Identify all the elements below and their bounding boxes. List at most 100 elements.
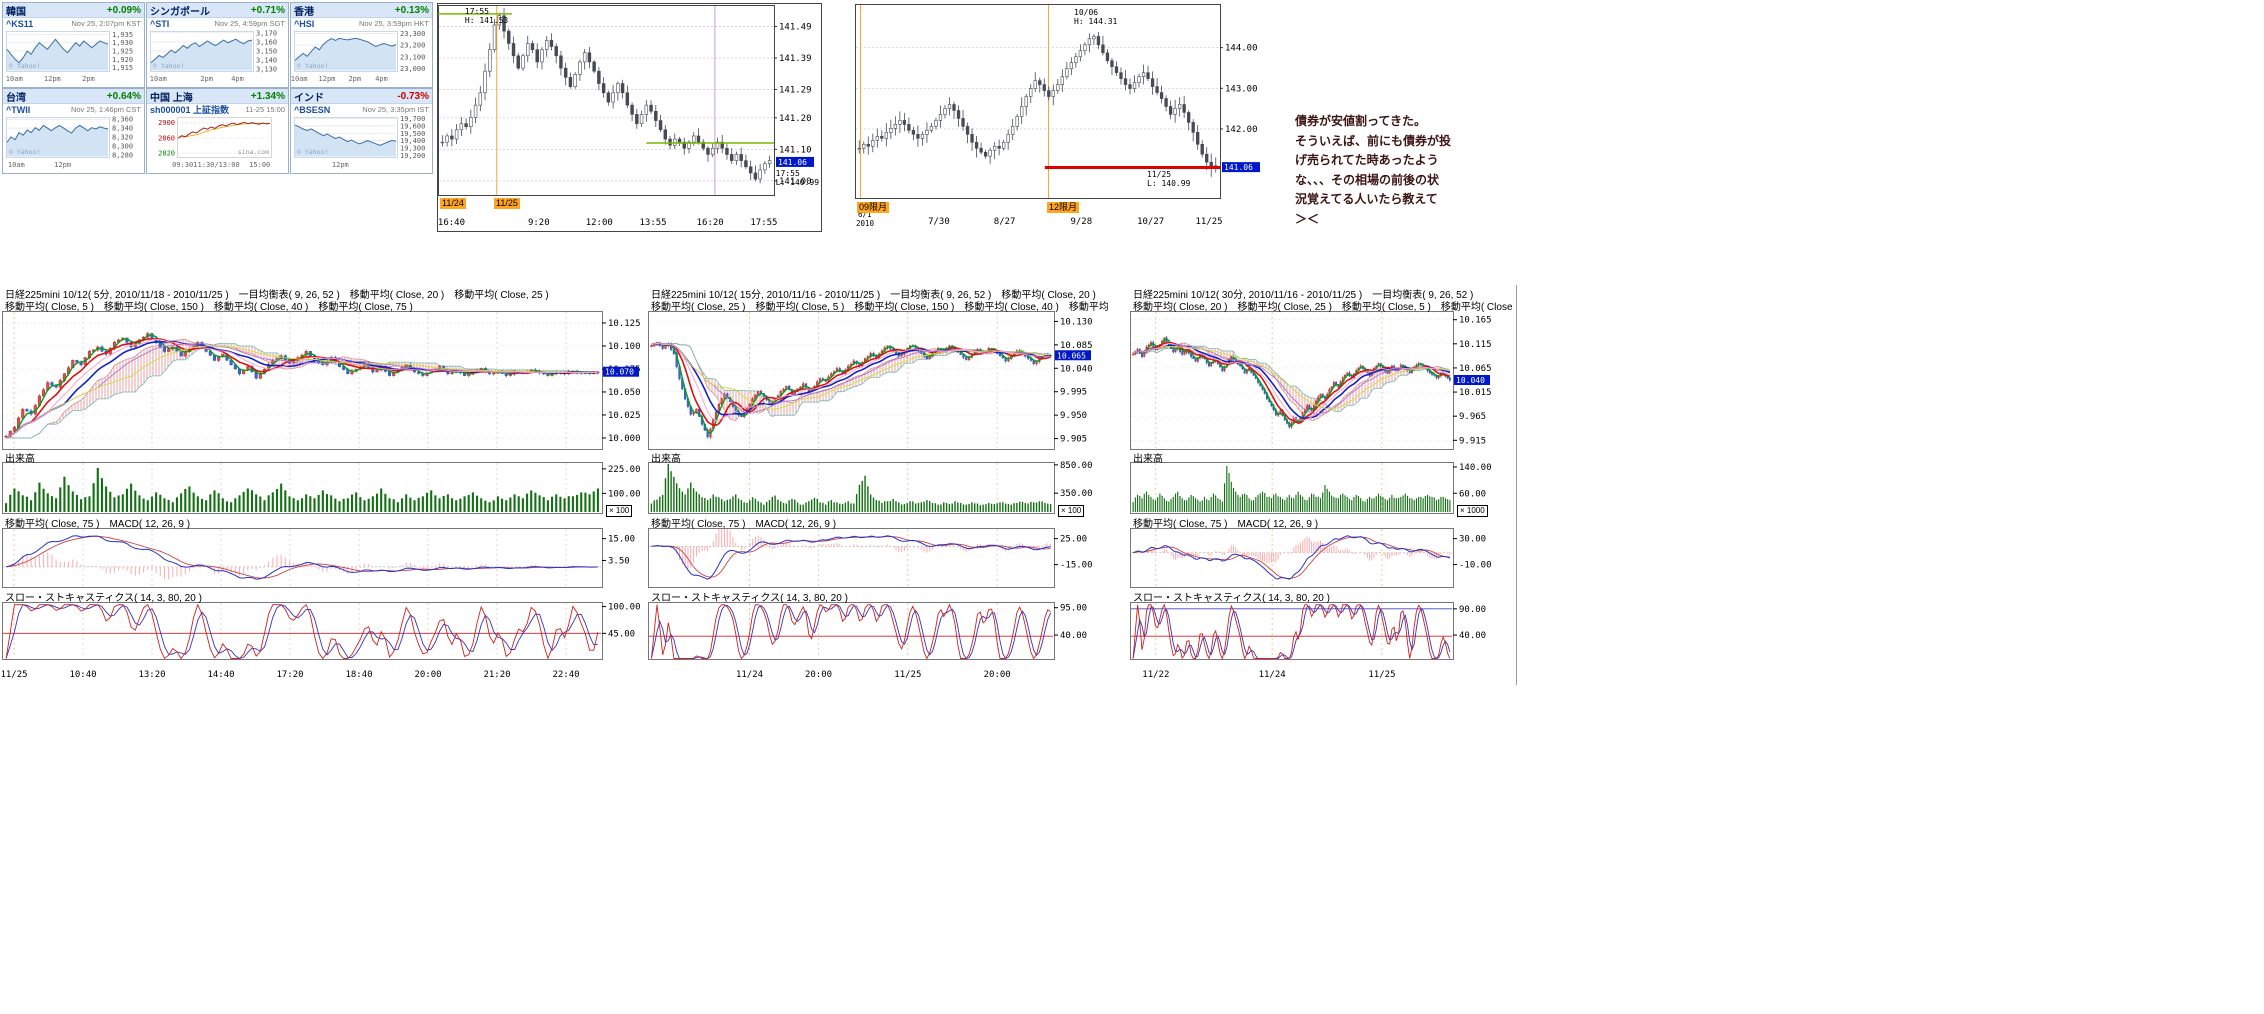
svg-text:141.06: 141.06	[778, 158, 807, 167]
svg-text:95.00: 95.00	[1060, 604, 1087, 614]
comment-line: げ売られてた時あったよう	[1295, 153, 1439, 167]
svg-text:225.00: 225.00	[608, 465, 641, 475]
svg-text:11/24: 11/24	[736, 670, 763, 680]
comment-line: な、、、その相場の前後の状	[1295, 172, 1440, 187]
svg-text:18:40: 18:40	[345, 670, 372, 680]
svg-text:9.915: 9.915	[1459, 436, 1486, 446]
index-ticker[interactable]: sh000001 上証指数	[150, 105, 230, 115]
contract-box-12: 12限月	[1047, 202, 1080, 213]
svg-text:© Yahoo!: © Yahoo!	[297, 62, 328, 70]
index-timestamp: Nov 25, 3:35pm IST	[362, 105, 429, 114]
svg-text:10am: 10am	[8, 161, 25, 169]
svg-text:10.165: 10.165	[1459, 316, 1492, 326]
index-name[interactable]: 台湾	[6, 92, 26, 104]
chart-divider	[1516, 285, 1517, 685]
index-ticker[interactable]: ^BSESN	[294, 104, 331, 115]
macd-pane-label: 移動平均( Close, 75 ) MACD( 12, 26, 9 )	[5, 519, 191, 530]
svg-text:22:40: 22:40	[552, 670, 579, 680]
svg-text:11/25: 11/25	[1368, 670, 1395, 680]
svg-text:4pm: 4pm	[375, 75, 388, 83]
svg-text:6/1: 6/1	[858, 210, 872, 219]
svg-text:3,150: 3,150	[256, 48, 277, 56]
svg-text:19,300: 19,300	[400, 145, 425, 153]
svg-text:10am: 10am	[150, 75, 167, 83]
comment-line: そういえば、前にも債券が投	[1295, 133, 1452, 148]
widget-subheader: ^TWII Nov 25, 1:46pm CST	[3, 104, 144, 115]
svg-text:100.00: 100.00	[608, 603, 641, 613]
svg-text:11/25: 11/25	[1147, 170, 1171, 179]
index-ticker[interactable]: ^STI	[150, 18, 170, 29]
svg-text:40.00: 40.00	[1060, 631, 1087, 641]
contract-box-09: 09限月	[857, 202, 890, 213]
market-widget-hongkong: 香港 +0.13% ^HSI Nov 25, 3:59pm HKT 23,300…	[290, 2, 433, 88]
svg-text:1,930: 1,930	[112, 39, 133, 47]
svg-text:20:00: 20:00	[805, 670, 832, 680]
chart-title: 日経225mini 10/12( 5分, 2010/11/18 - 2010/1…	[5, 290, 549, 301]
svg-text:45.00: 45.00	[608, 629, 635, 639]
svg-text:15.00: 15.00	[608, 535, 635, 545]
tech-chart-5min-canvas: 11/25 10:40 13:20 14:40 17:20 18:40 20:00 21:20…	[2, 311, 641, 680]
index-ticker[interactable]: ^HSI	[294, 18, 315, 29]
svg-text:21:20: 21:20	[483, 670, 510, 680]
svg-text:11:30/13:00: 11:30/13:00	[193, 161, 239, 169]
svg-text:19,700: 19,700	[400, 115, 425, 123]
svg-text:9.950: 9.950	[1060, 411, 1087, 421]
svg-text:09:30: 09:30	[172, 161, 193, 169]
comment-line: ＞＜	[1295, 211, 1320, 226]
index-change: +0.09%	[106, 4, 141, 16]
svg-text:23,000: 23,000	[400, 65, 425, 73]
svg-text:4pm: 4pm	[231, 75, 244, 83]
index-name[interactable]: 香港	[294, 6, 314, 18]
index-name[interactable]: 韓国	[6, 6, 26, 18]
market-widget-shanghai: 中国 上海 +1.34% sh000001 上証指数 11-25 15:00 2…	[146, 88, 289, 174]
svg-text:17:20: 17:20	[276, 670, 303, 680]
svg-text:11/22: 11/22	[1142, 670, 1169, 680]
widget-subheader: ^BSESN Nov 25, 3:35pm IST	[291, 104, 432, 115]
chart-legend: 移動平均( Close, 25 ) 移動平均( Close, 5 ) 移動平均(…	[651, 302, 1108, 313]
stoch-pane-label: スロー・ストキャスティクス( 14, 3, 80, 20 )	[651, 593, 848, 604]
svg-text:8,280: 8,280	[112, 151, 133, 159]
bond-intraday-chart: 141.49 141.39 141.29 141.20 141.10 141.00 17:5…	[437, 3, 822, 232]
tech-chart-15min: 11/24 20:00 11/25 20:00 10.130 10.085 10.040 9.…	[648, 285, 1108, 685]
svg-text:19,200: 19,200	[400, 152, 425, 160]
chart-title: 日経225mini 10/12( 30分, 2010/11/16 - 2010/…	[1133, 290, 1474, 301]
svg-text:1,935: 1,935	[112, 31, 133, 39]
svg-text:10.065: 10.065	[1057, 351, 1086, 360]
svg-text:19,500: 19,500	[400, 130, 425, 138]
svg-text:13:20: 13:20	[138, 670, 165, 680]
svg-text:10.070: 10.070	[605, 368, 634, 377]
svg-text:9.965: 9.965	[1459, 412, 1486, 422]
svg-text:141.29: 141.29	[779, 85, 812, 95]
svg-text:20:00: 20:00	[984, 670, 1011, 680]
index-name[interactable]: 中国 上海	[150, 92, 193, 104]
mini-chart-canvas: 2900 2860 2820 sina.com 09:30 11:30/13:00 15:0…	[158, 117, 272, 169]
svg-text:3,160: 3,160	[256, 38, 277, 46]
index-change: +0.64%	[106, 90, 141, 102]
svg-text:141.00: 141.00	[779, 177, 812, 187]
svg-text:8,300: 8,300	[112, 142, 133, 150]
index-ticker[interactable]: ^KS11	[6, 18, 34, 29]
svg-text:9.905: 9.905	[1060, 435, 1087, 445]
index-ticker[interactable]: ^TWII	[6, 104, 31, 115]
stoch-pane-label: スロー・ストキャスティクス( 14, 3, 80, 20 )	[1133, 593, 1330, 604]
svg-text:19,400: 19,400	[400, 137, 425, 145]
svg-text:11/24: 11/24	[1259, 670, 1286, 680]
svg-text:11/25: 11/25	[894, 670, 921, 680]
widget-header: インド -0.73%	[291, 89, 432, 104]
svg-text:23,200: 23,200	[400, 42, 425, 50]
svg-text:10.100: 10.100	[608, 342, 641, 352]
index-name[interactable]: シンガポール	[150, 6, 210, 18]
index-change: -0.73%	[397, 90, 429, 102]
index-name[interactable]: インド	[294, 92, 324, 104]
svg-text:141.49: 141.49	[779, 22, 812, 32]
chart-title: 日経225mini 10/12( 15分, 2010/11/16 - 2010/…	[651, 290, 1096, 301]
svg-text:8,360: 8,360	[112, 116, 133, 124]
svg-text:11/25: 11/25	[1196, 217, 1223, 227]
svg-text:1,925: 1,925	[112, 48, 133, 56]
svg-text:12pm: 12pm	[332, 161, 349, 169]
tech-chart-15min-canvas: 11/24 20:00 11/25 20:00 10.130 10.085 10.040 9.…	[648, 311, 1093, 680]
index-timestamp: Nov 25, 1:46pm CST	[70, 105, 141, 114]
